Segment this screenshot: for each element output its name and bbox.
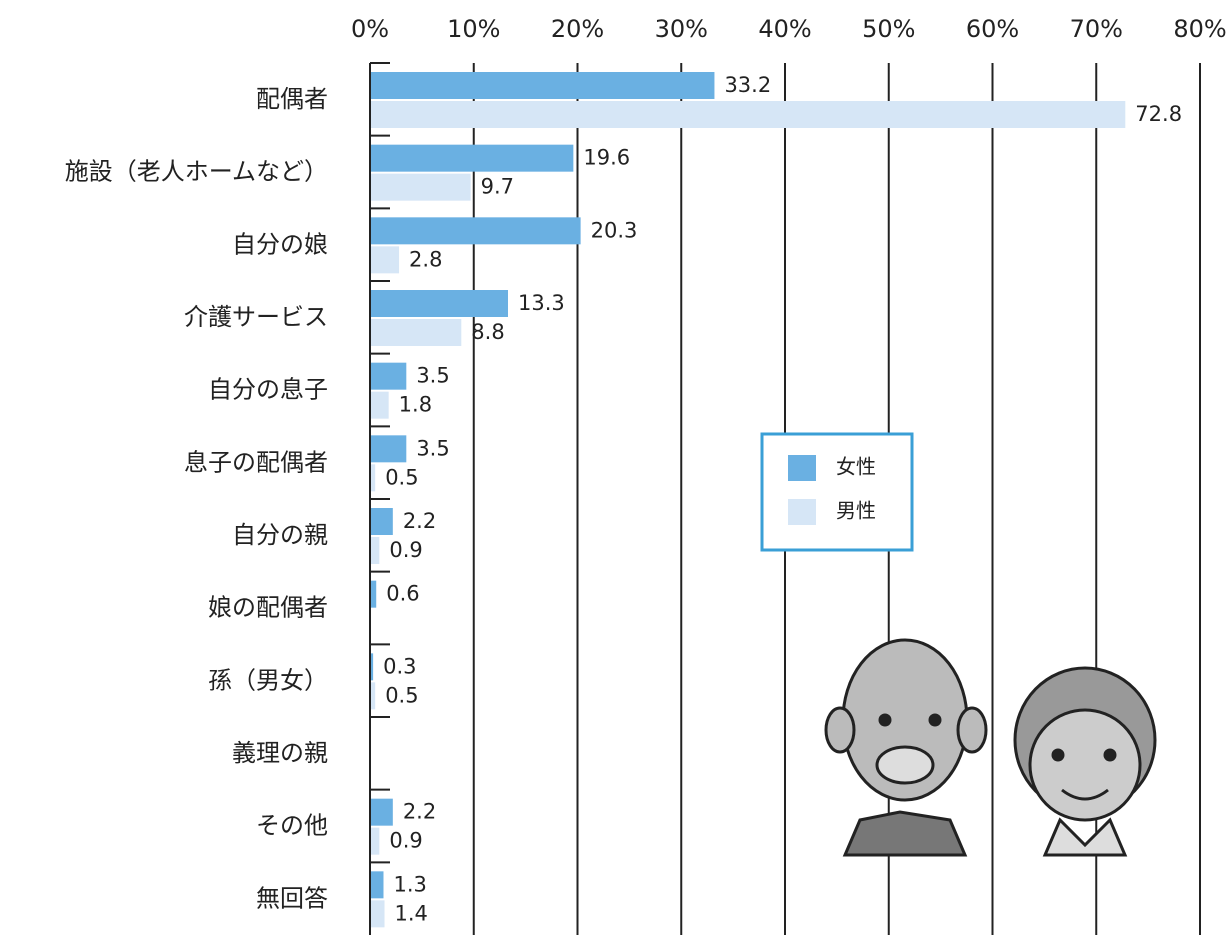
bar — [370, 290, 508, 317]
legend-swatch — [788, 499, 816, 525]
y-tick-label: 自分の親 — [232, 521, 328, 549]
data-label: 0.5 — [385, 683, 418, 707]
legend-label: 女性 — [836, 455, 876, 479]
bar — [370, 900, 385, 927]
data-label: 8.8 — [471, 320, 504, 344]
illustration — [826, 640, 1155, 855]
legend-box — [762, 434, 912, 550]
bar — [370, 799, 393, 826]
data-label: 9.7 — [481, 175, 514, 199]
y-tick-label: 孫（男女） — [208, 666, 328, 694]
data-label: 3.5 — [416, 436, 449, 460]
bar — [370, 828, 379, 855]
data-label: 1.4 — [395, 901, 428, 925]
x-tick-label: 60% — [966, 15, 1019, 43]
y-tick-label: 娘の配偶者 — [208, 594, 328, 622]
y-tick-label: 自分の息子 — [208, 376, 328, 404]
x-tick-label: 30% — [655, 15, 708, 43]
x-tick-label: 50% — [862, 15, 915, 43]
bar — [370, 319, 461, 346]
y-tick-label: 自分の娘 — [232, 230, 328, 258]
y-tick-label: 義理の親 — [232, 739, 328, 767]
bar — [370, 363, 406, 390]
y-tick-label: 介護サービス — [184, 303, 328, 331]
data-label: 33.2 — [724, 73, 771, 97]
bar — [370, 174, 471, 201]
data-label: 0.5 — [385, 465, 418, 489]
data-label: 3.5 — [416, 364, 449, 388]
legend-label: 男性 — [836, 499, 876, 523]
data-label: 20.3 — [591, 218, 638, 242]
data-label: 2.2 — [403, 509, 436, 533]
bar — [370, 72, 714, 99]
data-label: 2.8 — [409, 247, 442, 271]
y-tick-label: その他 — [256, 812, 328, 840]
bar — [370, 392, 389, 419]
data-label: 0.9 — [389, 538, 422, 562]
bar — [370, 537, 379, 564]
y-tick-label: 配偶者 — [256, 85, 328, 113]
bar — [370, 145, 573, 172]
data-label: 13.3 — [518, 291, 565, 315]
y-tick-label: 無回答 — [256, 884, 328, 912]
bar — [370, 508, 393, 535]
x-tick-label: 0% — [351, 15, 389, 43]
x-tick-label: 40% — [758, 15, 811, 43]
data-label: 0.9 — [389, 829, 422, 853]
y-tick-label: 施設（老人ホームなど） — [65, 158, 328, 186]
legend-swatch — [788, 455, 816, 481]
bar — [370, 871, 383, 898]
data-label: 72.8 — [1135, 102, 1182, 126]
x-tick-label: 70% — [1070, 15, 1123, 43]
data-label: 0.3 — [383, 654, 416, 678]
x-tick-label: 10% — [447, 15, 500, 43]
data-label: 0.6 — [386, 582, 419, 606]
chart: 0% 10% 20% 30% 40% 50% 60% 70% 80% 配偶者 33.2 72.8 施設（… — [0, 0, 1232, 935]
bar — [370, 101, 1125, 128]
x-tick-label: 80% — [1173, 15, 1226, 43]
bar — [370, 246, 399, 273]
bar — [370, 435, 406, 462]
x-tick-label: 20% — [551, 15, 604, 43]
data-label: 19.6 — [583, 146, 630, 170]
bar — [370, 217, 581, 244]
data-label: 1.8 — [399, 393, 432, 417]
data-label: 1.3 — [393, 872, 426, 896]
data-label: 2.2 — [403, 800, 436, 824]
y-tick-label: 息子の配偶者 — [184, 448, 328, 476]
